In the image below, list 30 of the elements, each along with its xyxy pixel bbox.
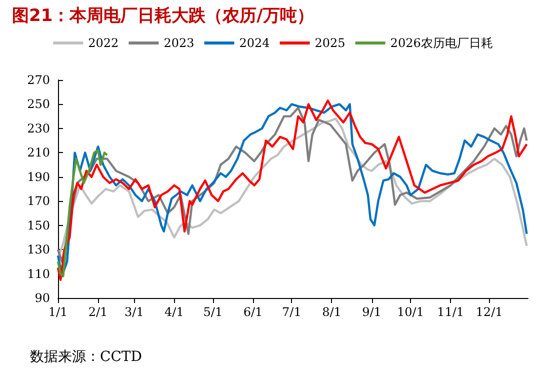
- x-tick-label: 3/1: [124, 305, 144, 319]
- legend-label: 2024: [239, 36, 270, 50]
- y-tick-label: 190: [27, 170, 50, 184]
- x-tick-label: 1/1: [48, 305, 68, 319]
- y-tick-label: 130: [27, 242, 50, 257]
- y-tick-label: 90: [34, 291, 50, 305]
- x-tick-label: 9/1: [362, 305, 382, 319]
- x-tick-label: 7/1: [282, 305, 302, 319]
- y-tick-label: 110: [27, 266, 50, 281]
- y-tick-label: 210: [27, 146, 50, 160]
- x-tick-label: 2/1: [88, 305, 108, 319]
- y-tick-label: 150: [27, 218, 50, 232]
- x-tick-label: 8/1: [322, 305, 342, 319]
- y-tick-label: 230: [27, 121, 50, 136]
- x-tick-label: 12/1: [476, 305, 503, 319]
- legend-label: 2026农历电厂日耗: [390, 36, 493, 50]
- source-note: 数据来源：CCTD: [30, 348, 142, 366]
- y-tick-label: 270: [27, 73, 50, 87]
- chart-title: 图21：本周电厂日耗大跌（农历/万吨）: [12, 5, 314, 27]
- y-tick-label: 250: [27, 97, 50, 112]
- line-series: [56, 149, 108, 278]
- x-tick-label: 4/1: [164, 305, 184, 319]
- legend-label: 2025: [314, 36, 346, 50]
- y-tick-label: 170: [27, 194, 50, 208]
- legend-label: 2023: [164, 36, 194, 50]
- x-tick-label: 11/1: [437, 305, 464, 319]
- legend-label: 2022: [88, 36, 119, 50]
- x-tick-label: 6/1: [243, 305, 263, 319]
- x-tick-label: 10/1: [397, 305, 424, 319]
- x-tick-label: 5/1: [203, 305, 223, 319]
